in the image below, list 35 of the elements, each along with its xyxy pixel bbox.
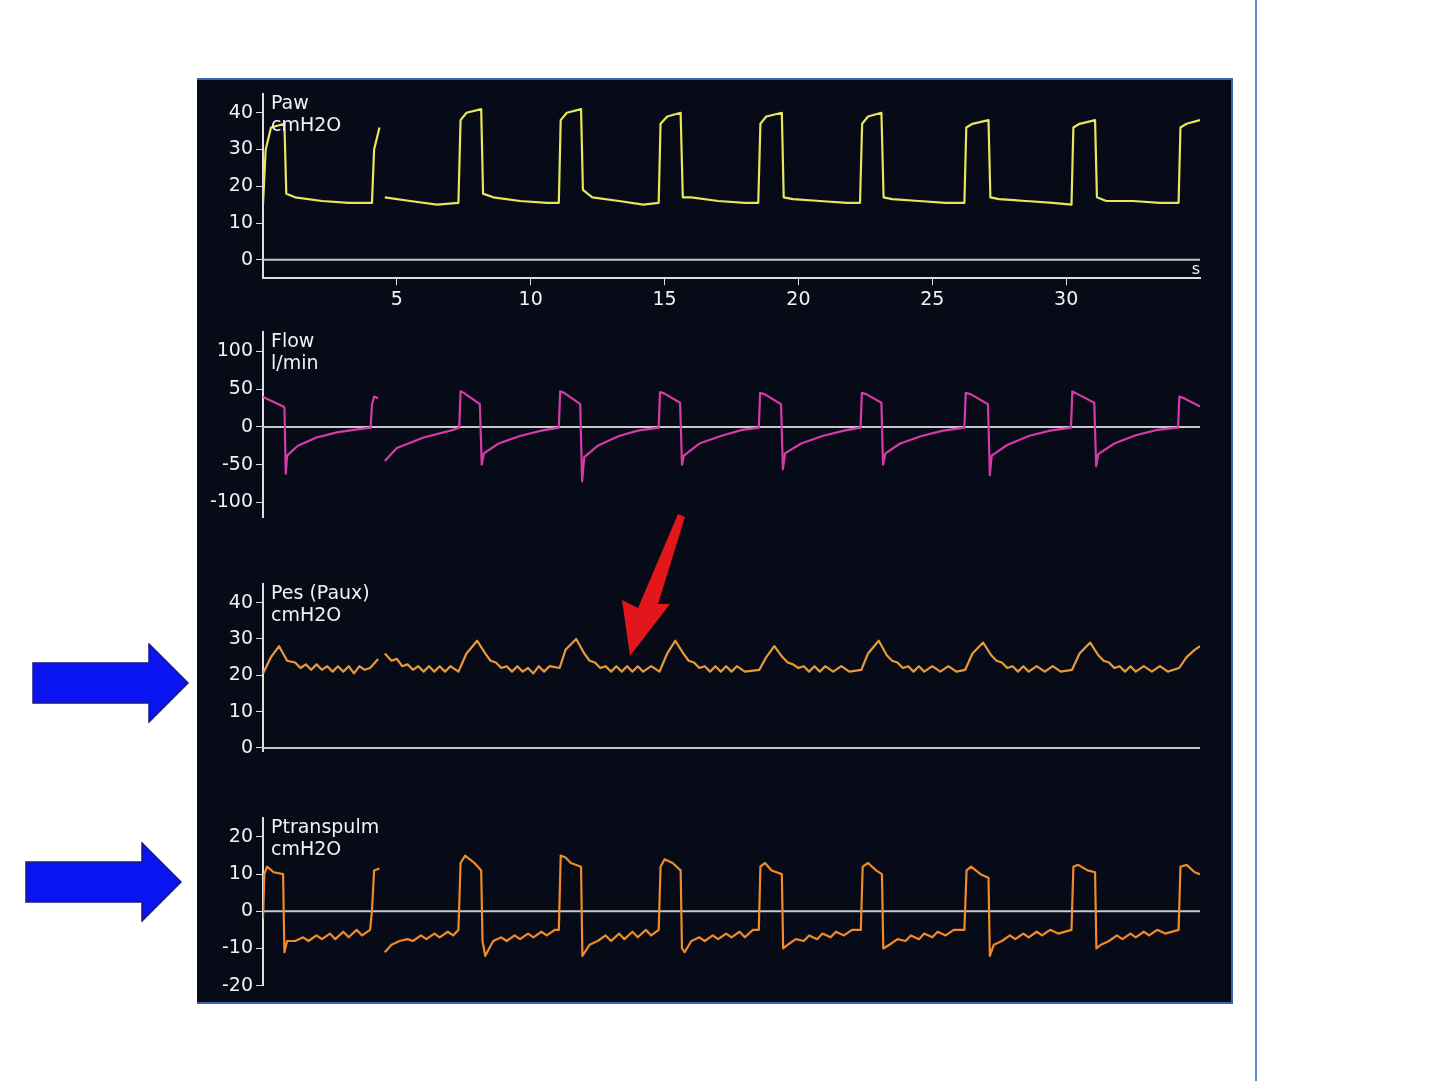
x-tick-label: 25 xyxy=(920,286,945,309)
y-tick-label: 20 xyxy=(228,662,253,685)
y-tick-label: -20 xyxy=(221,972,253,995)
y-tick-label: -100 xyxy=(209,489,253,512)
y-tick-label: 10 xyxy=(228,698,253,721)
y-tick-label: 30 xyxy=(228,136,253,159)
x-tick-label: 10 xyxy=(518,286,543,309)
y-axis-title: cmH2O xyxy=(271,602,342,625)
y-tick-label: 0 xyxy=(240,898,253,921)
chart-title: Flow xyxy=(271,328,315,351)
x-tick-label: 30 xyxy=(1054,286,1079,309)
y-tick-label: 40 xyxy=(228,99,253,122)
chart-title: Pes (Paux) xyxy=(271,580,370,603)
y-tick-label: 30 xyxy=(228,625,253,648)
y-tick-label: -50 xyxy=(221,451,253,474)
y-tick-label: 20 xyxy=(228,823,253,846)
y-axis-title: cmH2O xyxy=(271,836,342,859)
y-tick-label: 10 xyxy=(228,210,253,232)
chart-title: Ptranspulm xyxy=(271,814,380,837)
x-tick-label: 15 xyxy=(652,286,677,309)
x-tick-label: 5 xyxy=(390,286,403,309)
y-tick-label: 20 xyxy=(228,173,253,196)
x-tick-label: 20 xyxy=(786,286,811,309)
x-axis-title: s xyxy=(1191,258,1200,278)
y-tick-label: 0 xyxy=(240,413,253,436)
y-tick-label: 0 xyxy=(240,246,253,269)
y-axis-title: l/min xyxy=(271,350,319,373)
y-tick-label: 50 xyxy=(228,376,253,399)
y-tick-label: 100 xyxy=(216,338,253,361)
y-tick-label: 10 xyxy=(228,861,253,884)
y-tick-label: -10 xyxy=(221,935,253,958)
y-axis-title: cmH2O xyxy=(271,112,342,135)
chart-title: Paw xyxy=(271,90,309,113)
y-tick-label: 40 xyxy=(228,589,253,612)
y-tick-label: 0 xyxy=(240,734,253,757)
